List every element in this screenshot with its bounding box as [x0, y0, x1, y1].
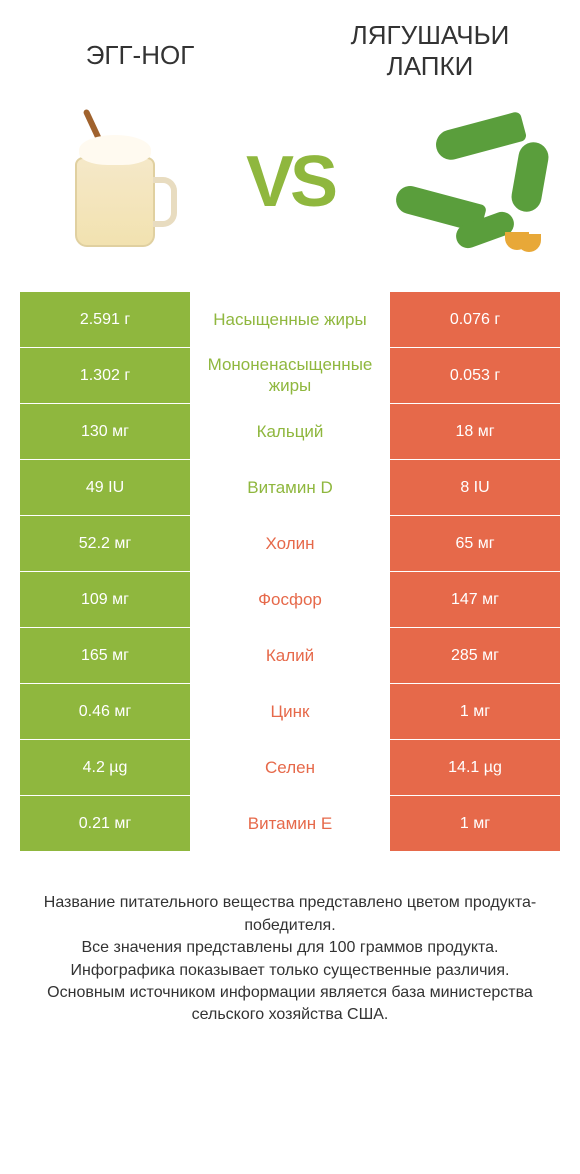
right-value: 14.1 µg: [390, 740, 560, 795]
left-value: 165 мг: [20, 628, 190, 683]
left-value: 4.2 µg: [20, 740, 190, 795]
table-row: 130 мгКальций18 мг: [20, 404, 560, 460]
footer-line-3: Инфографика показывает только существенн…: [30, 960, 550, 982]
nutrient-label: Кальций: [190, 404, 390, 459]
right-value: 65 мг: [390, 516, 560, 571]
left-value: 1.302 г: [20, 348, 190, 403]
table-row: 2.591 гНасыщенные жиры0.076 г: [20, 292, 560, 348]
vs-label: VS: [246, 141, 334, 223]
footer-line-2: Все значения представлены для 100 граммо…: [30, 937, 550, 959]
left-product-image: [30, 97, 200, 267]
header: ЭГГ-НОГ ЛЯГУШАЧЬИ ЛАПКИ: [0, 0, 580, 82]
right-value: 0.053 г: [390, 348, 560, 403]
frog-legs-icon: [385, 112, 545, 252]
right-value: 0.076 г: [390, 292, 560, 347]
left-value: 2.591 г: [20, 292, 190, 347]
table-row: 49 IUВитамин D8 IU: [20, 460, 560, 516]
table-row: 0.21 мгВитамин E1 мг: [20, 796, 560, 852]
right-value: 18 мг: [390, 404, 560, 459]
left-value: 0.21 мг: [20, 796, 190, 851]
left-value: 130 мг: [20, 404, 190, 459]
right-product-image: [380, 97, 550, 267]
right-product-title: ЛЯГУШАЧЬИ ЛАПКИ: [320, 20, 540, 82]
right-value: 8 IU: [390, 460, 560, 515]
table-row: 0.46 мгЦинк1 мг: [20, 684, 560, 740]
left-value: 52.2 мг: [20, 516, 190, 571]
images-row: VS: [0, 82, 580, 292]
left-product-title: ЭГГ-НОГ: [40, 20, 240, 82]
nutrient-label: Витамин D: [190, 460, 390, 515]
comparison-table: 2.591 гНасыщенные жиры0.076 г1.302 гМоно…: [20, 292, 560, 852]
left-value: 0.46 мг: [20, 684, 190, 739]
footer-line-1: Название питательного вещества представл…: [30, 892, 550, 937]
table-row: 4.2 µgСелен14.1 µg: [20, 740, 560, 796]
nutrient-label: Цинк: [190, 684, 390, 739]
nutrient-label: Мононенасыщенные жиры: [190, 348, 390, 403]
nutrient-label: Калий: [190, 628, 390, 683]
table-row: 52.2 мгХолин65 мг: [20, 516, 560, 572]
right-value: 1 мг: [390, 796, 560, 851]
right-value: 285 мг: [390, 628, 560, 683]
nutrient-label: Холин: [190, 516, 390, 571]
footer-line-4: Основным источником информации является …: [30, 982, 550, 1027]
eggnog-icon: [65, 117, 165, 247]
right-value: 147 мг: [390, 572, 560, 627]
table-row: 165 мгКалий285 мг: [20, 628, 560, 684]
footer-notes: Название питательного вещества представл…: [0, 852, 580, 1026]
left-value: 49 IU: [20, 460, 190, 515]
nutrient-label: Витамин E: [190, 796, 390, 851]
table-row: 109 мгФосфор147 мг: [20, 572, 560, 628]
nutrient-label: Насыщенные жиры: [190, 292, 390, 347]
nutrient-label: Селен: [190, 740, 390, 795]
nutrient-label: Фосфор: [190, 572, 390, 627]
left-value: 109 мг: [20, 572, 190, 627]
table-row: 1.302 гМононенасыщенные жиры0.053 г: [20, 348, 560, 404]
right-value: 1 мг: [390, 684, 560, 739]
